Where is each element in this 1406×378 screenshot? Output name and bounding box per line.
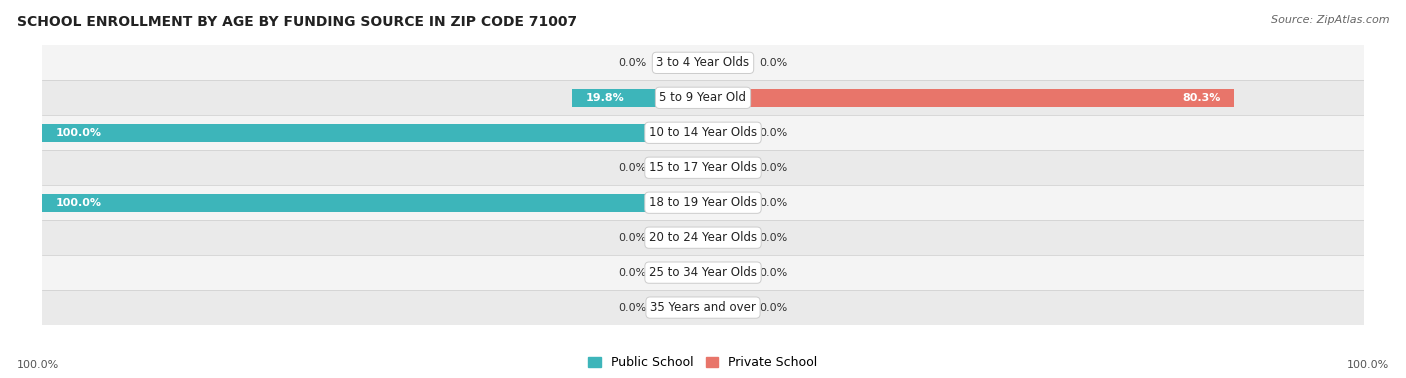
Text: 0.0%: 0.0% (759, 58, 787, 68)
Bar (703, 229, 749, 247)
Text: 0.0%: 0.0% (759, 233, 787, 243)
Bar (703, 124, 749, 142)
Text: 0.0%: 0.0% (619, 163, 647, 173)
Bar (657, 263, 703, 282)
Text: 18 to 19 Year Olds: 18 to 19 Year Olds (650, 196, 756, 209)
Text: 100.0%: 100.0% (1347, 361, 1389, 370)
Text: 25 to 34 Year Olds: 25 to 34 Year Olds (650, 266, 756, 279)
Bar (42, 124, 703, 142)
Bar (657, 299, 703, 317)
Text: 10 to 14 Year Olds: 10 to 14 Year Olds (650, 126, 756, 139)
Text: 0.0%: 0.0% (759, 268, 787, 277)
Bar (657, 54, 703, 72)
Bar (42, 290, 1364, 325)
Text: 80.3%: 80.3% (1182, 93, 1220, 103)
Text: 0.0%: 0.0% (619, 233, 647, 243)
Text: 3 to 4 Year Olds: 3 to 4 Year Olds (657, 56, 749, 69)
Text: 0.0%: 0.0% (759, 303, 787, 313)
Text: 0.0%: 0.0% (619, 268, 647, 277)
Text: 15 to 17 Year Olds: 15 to 17 Year Olds (650, 161, 756, 174)
Bar (42, 220, 1364, 255)
Text: 35 Years and over: 35 Years and over (650, 301, 756, 314)
Bar (42, 45, 1364, 81)
Bar (703, 89, 1233, 107)
Text: 19.8%: 19.8% (585, 93, 624, 103)
Text: 0.0%: 0.0% (619, 303, 647, 313)
Bar (42, 255, 1364, 290)
Legend: Public School, Private School: Public School, Private School (588, 356, 818, 369)
Bar (42, 185, 1364, 220)
Bar (42, 115, 1364, 150)
Text: 5 to 9 Year Old: 5 to 9 Year Old (659, 91, 747, 104)
Text: Source: ZipAtlas.com: Source: ZipAtlas.com (1271, 15, 1389, 25)
Bar (703, 159, 749, 177)
Bar (657, 229, 703, 247)
Text: 100.0%: 100.0% (55, 128, 101, 138)
Text: 20 to 24 Year Olds: 20 to 24 Year Olds (650, 231, 756, 244)
Text: 0.0%: 0.0% (759, 163, 787, 173)
Text: 0.0%: 0.0% (759, 198, 787, 208)
Text: 0.0%: 0.0% (619, 58, 647, 68)
Text: SCHOOL ENROLLMENT BY AGE BY FUNDING SOURCE IN ZIP CODE 71007: SCHOOL ENROLLMENT BY AGE BY FUNDING SOUR… (17, 15, 576, 29)
Text: 100.0%: 100.0% (17, 361, 59, 370)
Bar (572, 89, 703, 107)
Bar (703, 194, 749, 212)
Text: 0.0%: 0.0% (759, 128, 787, 138)
Bar (42, 81, 1364, 115)
Bar (703, 54, 749, 72)
Text: 100.0%: 100.0% (55, 198, 101, 208)
Bar (42, 150, 1364, 185)
Bar (703, 299, 749, 317)
Bar (657, 159, 703, 177)
Bar (703, 263, 749, 282)
Bar (42, 194, 703, 212)
